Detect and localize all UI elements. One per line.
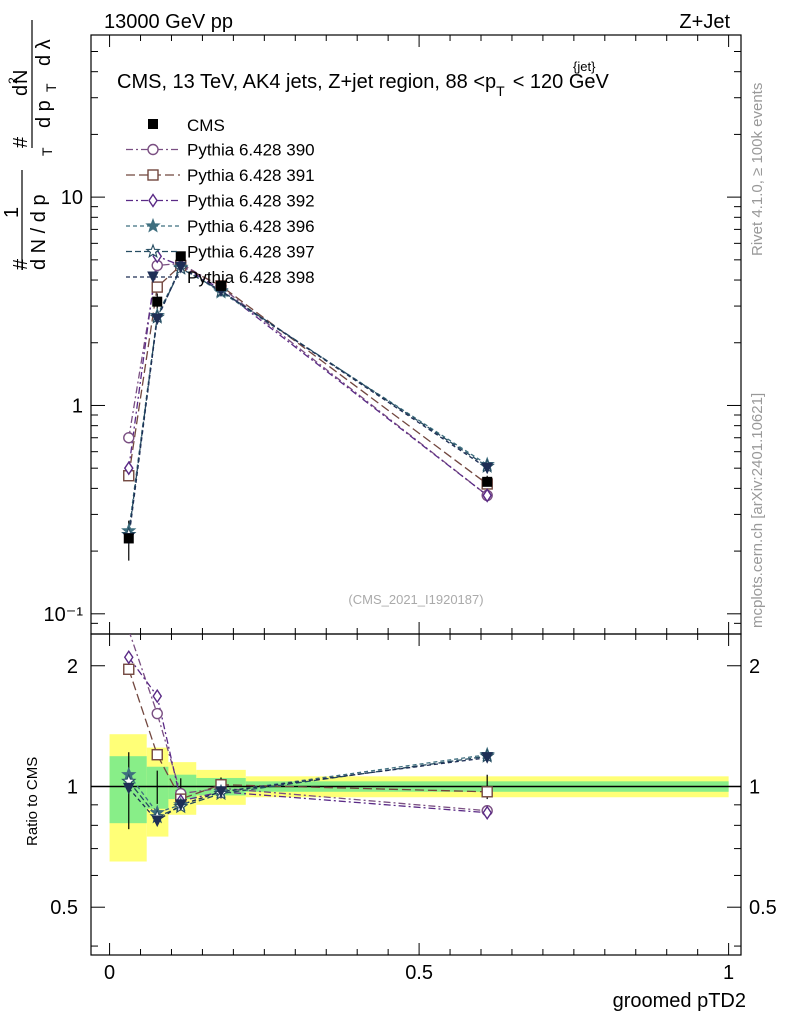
series-point-5: [481, 462, 493, 475]
ratio-series-point-1: [481, 786, 493, 798]
legend-label-1: Pythia 6.428 391: [187, 166, 315, 185]
legend-marker-0: [147, 143, 159, 156]
ratio-series-point-5: [174, 799, 187, 811]
plot-title-sup: {jet}: [573, 59, 596, 74]
y-tick-label-main: 10: [61, 187, 83, 209]
plot-title-sub: T: [496, 83, 505, 99]
y-label-dlambda: d λ: [33, 39, 55, 66]
y-label-power-2: 2: [6, 77, 20, 84]
y-label-one: 1: [1, 207, 23, 218]
ratio-series-point-1: [123, 663, 135, 675]
y-label-dpT: d p: [33, 100, 55, 128]
legend-label-2: Pythia 6.428 392: [187, 192, 315, 211]
ratio-tick-label-right: 1: [749, 776, 760, 798]
ratio-series-group: [121, 634, 495, 828]
y-label-hash-1: #: [10, 258, 32, 270]
ratio-series-point-5: [151, 815, 164, 828]
ratio-series-line-4: [128, 755, 488, 818]
analysis-id: (CMS_2021_I1920187): [348, 592, 483, 607]
ratio-plot-frame: [90, 633, 742, 956]
legend-marker-5: [147, 271, 159, 284]
side-label-mcplots: mcplots.cern.ch [arXiv:2401.10621]: [749, 393, 766, 628]
ratio-tick-label: 1: [67, 776, 78, 798]
y-label-d: d: [10, 85, 32, 96]
ratio-tick-label: 2: [67, 656, 78, 678]
data-point: [152, 296, 163, 307]
x-tick-label: 1: [723, 962, 734, 984]
ratio-series-point-5: [122, 782, 135, 795]
plot-title-end: < 120 GeV: [513, 71, 610, 93]
series-point-2: [482, 488, 493, 503]
series-line-0: [128, 262, 488, 496]
series-point-1: [151, 281, 163, 293]
y-tick-label-main: 1: [72, 395, 83, 417]
y-label-T-sub-2: T: [43, 83, 59, 92]
series-point-5: [151, 313, 164, 326]
data-point: [123, 533, 134, 544]
ratio-series-point-1: [151, 749, 163, 761]
series-line-2: [128, 255, 488, 496]
legend-marker-data: [148, 119, 158, 129]
data-point: [482, 476, 493, 487]
ratio-y-label: Ratio to CMS: [24, 757, 41, 846]
legend-label-5: Pythia 6.428 398: [187, 268, 315, 287]
y-label-N: N: [10, 70, 32, 84]
side-label-rivet: Rivet 4.1.0, ≥ 100k events: [749, 83, 766, 256]
main-plot: 10⁻¹ 1 10: [44, 34, 742, 635]
series-line-1: [128, 264, 488, 485]
ratio-series-point-2: [123, 649, 134, 665]
ratio-tick-label-right: 0.5: [749, 897, 777, 919]
series-line-5: [128, 266, 488, 539]
ratio-series-point-5: [215, 786, 227, 798]
legend-marker-4: [145, 243, 161, 259]
legend: CMS Pythia 6.428 390 Pythia 6.428 391 Pythi…: [126, 116, 315, 287]
y-tick-label-main: 10⁻¹: [44, 604, 84, 626]
series-line-4: [128, 267, 488, 535]
ratio-series-point-2: [482, 805, 493, 821]
legend-marker-2: [148, 193, 158, 208]
legend-label-data: CMS: [187, 116, 225, 135]
legend-label-4: Pythia 6.428 397: [187, 243, 315, 262]
legend-marker-3: [145, 217, 161, 233]
data-point: [216, 280, 226, 291]
series-line-3: [128, 266, 488, 531]
legend-label-3: Pythia 6.428 396: [187, 217, 315, 236]
series-point-0: [123, 432, 135, 444]
ratio-plot: 0 0.5 1 0.5 0.5 1 1 2 2: [50, 633, 777, 984]
legend-marker-1: [147, 169, 159, 181]
x-tick-label: 0.5: [405, 962, 433, 984]
y-label-T-sub-1: T: [39, 147, 55, 156]
ratio-series-point-5: [481, 752, 493, 764]
data-point: [175, 251, 186, 262]
x-tick-label: 0: [104, 962, 115, 984]
plot-title-main: CMS, 13 TeV, AK4 jets, Z+jet region, 88 …: [117, 71, 496, 93]
header-right: Z+Jet: [679, 11, 730, 33]
legend-label-0: Pythia 6.428 390: [187, 141, 315, 160]
header-left: 13000 GeV pp: [104, 11, 233, 33]
ratio-series-line-1: [128, 669, 488, 800]
x-axis-label: groomed pTD2: [613, 990, 746, 1012]
ratio-series-point-0: [151, 707, 163, 720]
plot-title: CMS, 13 TeV, AK4 jets, Z+jet region, 88 …: [117, 71, 610, 99]
y-label-dN-dpT: d N / d p: [28, 194, 50, 270]
series-point-2: [123, 460, 134, 476]
y-label-hash-2: #: [10, 136, 32, 148]
ratio-tick-label-right: 2: [749, 656, 760, 678]
y-axis-label: # 1 d N / d p T # d N 2 d p T d λ: [1, 20, 59, 270]
ratio-series-point-2: [152, 688, 163, 704]
series-point-5: [174, 261, 187, 274]
ratio-tick-label: 0.5: [50, 897, 78, 919]
